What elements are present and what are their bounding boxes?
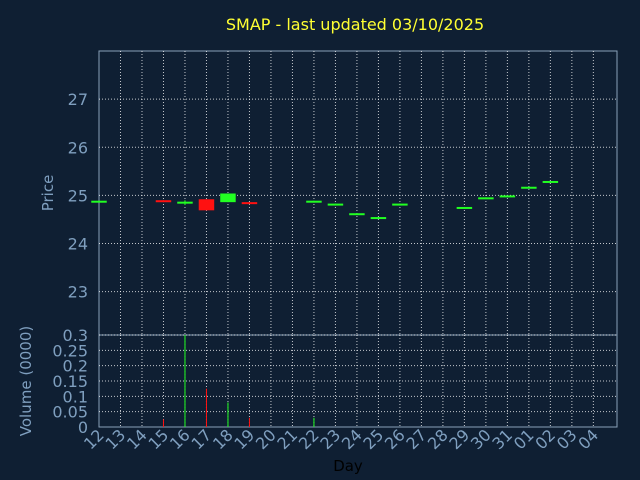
volume-tick-label: 0.2 xyxy=(63,357,88,376)
candle-30 xyxy=(478,197,494,200)
volume-tick-label: 0.3 xyxy=(63,326,88,345)
candle-22 xyxy=(306,200,322,203)
volume-bar-16 xyxy=(184,335,186,427)
chart-title: SMAP - last updated 03/10/2025 xyxy=(226,15,484,34)
candle-23 xyxy=(327,203,344,206)
candle-body xyxy=(177,201,193,204)
candle-body xyxy=(392,203,408,206)
candle-body xyxy=(370,217,387,220)
price-tick-label: 24 xyxy=(68,235,88,254)
price-panel xyxy=(98,50,618,336)
volume-tick-label: 0 xyxy=(78,418,88,437)
candle-26 xyxy=(392,203,408,206)
volume-bars xyxy=(162,335,315,427)
candle-body xyxy=(499,195,516,198)
candle-31 xyxy=(499,195,516,198)
volume-bar-22 xyxy=(313,417,315,427)
volume-bar-15 xyxy=(162,419,164,427)
candle-15 xyxy=(155,200,172,203)
volume-bar-19 xyxy=(248,417,250,427)
candle-body xyxy=(155,200,172,203)
candle-02 xyxy=(542,180,559,183)
volume-tick-label: 0.25 xyxy=(52,341,88,360)
candle-body xyxy=(91,200,107,203)
candle-18 xyxy=(220,193,236,203)
price-tick-label: 25 xyxy=(68,186,88,205)
volume-axis-label: Volume (0000) xyxy=(17,326,35,436)
price-y-ticks: 23 24 25 26 27 xyxy=(68,90,88,302)
candle-body xyxy=(542,180,559,183)
candle-16 xyxy=(177,200,193,206)
volume-y-ticks: 00.050.10.150.20.250.3 xyxy=(52,326,88,437)
volume-tick-label: 0.15 xyxy=(52,372,88,391)
price-axis-label: Price xyxy=(39,175,57,212)
volume-tick-label: 0.1 xyxy=(63,387,88,406)
candle-25 xyxy=(370,217,387,220)
candle-body xyxy=(241,202,258,205)
candle-19 xyxy=(241,202,258,205)
candle-body xyxy=(521,186,537,189)
candle-24 xyxy=(349,213,365,216)
candle-body xyxy=(306,200,322,203)
price-grid xyxy=(99,51,617,335)
candle-body xyxy=(349,213,365,216)
price-tick-label: 27 xyxy=(68,90,88,109)
candle-body xyxy=(456,206,473,209)
volume-bar-18 xyxy=(227,402,229,427)
x-axis-label: Day xyxy=(333,457,363,475)
candle-body xyxy=(478,197,494,200)
price-tick-label: 26 xyxy=(68,138,88,157)
volume-bar-17 xyxy=(205,388,207,427)
candle-12 xyxy=(91,200,107,203)
candlesticks xyxy=(91,180,559,220)
candle-29 xyxy=(456,206,473,209)
volume-tick-label: 0.05 xyxy=(52,403,88,422)
candle-17 xyxy=(198,199,215,211)
candle-body xyxy=(220,193,236,203)
candle-body xyxy=(327,203,344,206)
candle-body xyxy=(198,199,215,211)
candle-01 xyxy=(521,186,537,189)
price-tick-label: 23 xyxy=(68,283,88,302)
